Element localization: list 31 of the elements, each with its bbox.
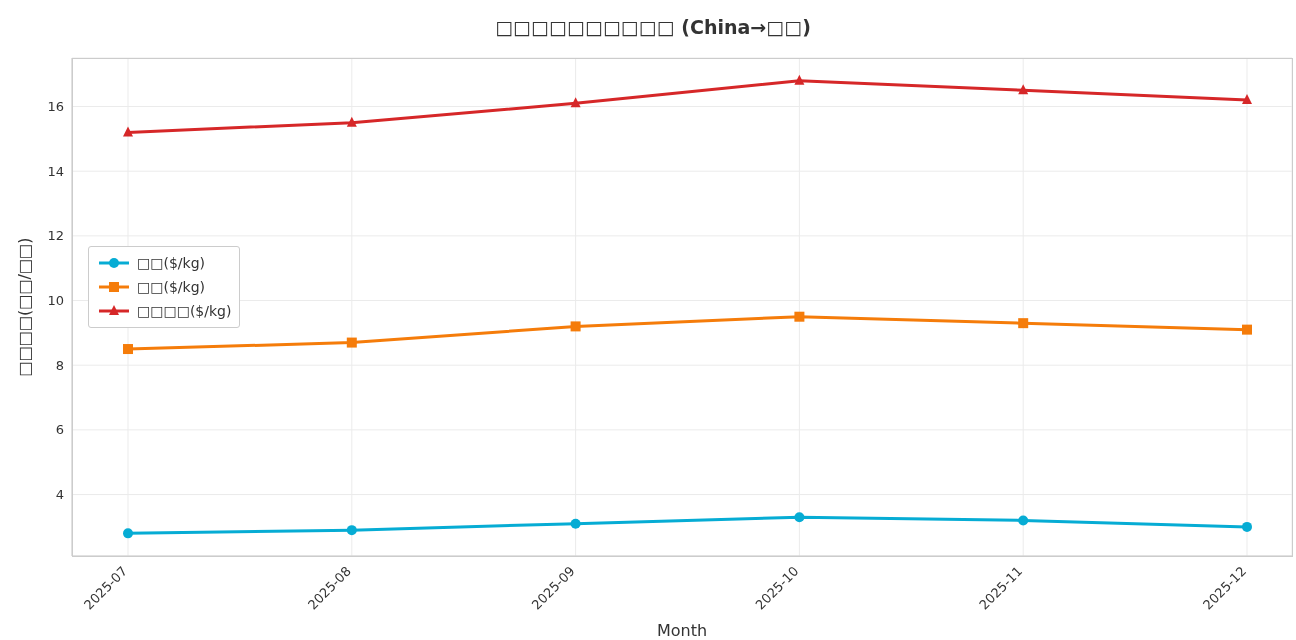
point	[1242, 521, 1252, 532]
y-tick-label: 12	[47, 228, 64, 244]
point	[346, 337, 357, 348]
y-tick-label: 4	[55, 487, 64, 503]
point	[570, 97, 581, 108]
point	[123, 126, 133, 137]
x-axis-title: Month	[656, 621, 708, 640]
point	[346, 116, 357, 127]
point	[570, 518, 581, 529]
point	[794, 74, 805, 85]
point	[1018, 318, 1029, 329]
point	[1242, 324, 1252, 335]
point	[123, 344, 133, 355]
y-tick-label: 14	[47, 163, 64, 179]
legend-label: □□($/kg)	[137, 255, 205, 271]
y-axis-title: □□□□(□□/□□)	[14, 237, 34, 377]
point	[1242, 94, 1252, 105]
point	[794, 311, 805, 322]
point	[570, 321, 581, 332]
point	[1018, 84, 1029, 95]
chart-title: □□□□□□□□□□ (China→□□)	[494, 16, 812, 38]
legend-label: □□($/kg)	[137, 279, 205, 295]
y-tick-label: 6	[55, 422, 64, 438]
legend-label: □□□□($/kg)	[137, 303, 232, 319]
point	[346, 525, 357, 536]
y-tick-label: 16	[47, 99, 64, 115]
y-tick-label: 8	[55, 357, 64, 373]
point	[123, 528, 133, 539]
point	[794, 512, 805, 523]
y-tick-label: 10	[47, 293, 64, 309]
point	[1018, 515, 1029, 526]
